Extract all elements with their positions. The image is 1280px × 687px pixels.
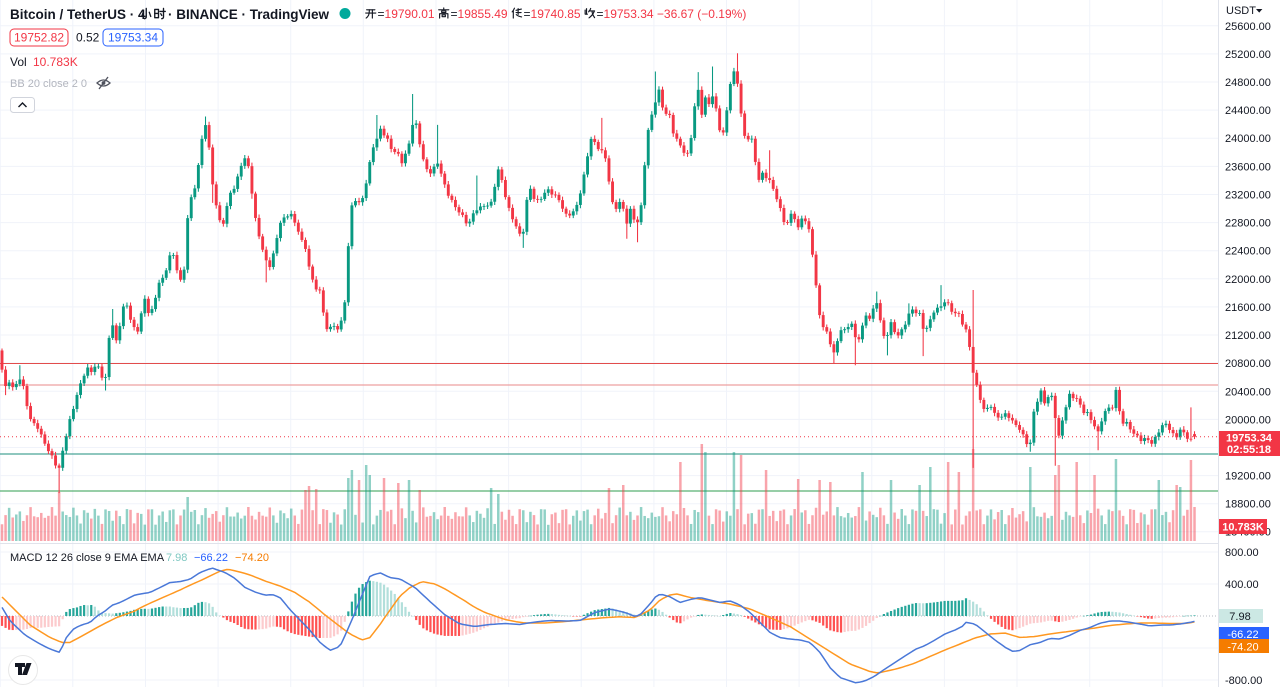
svg-text:BB 20 close 2 0: BB 20 close 2 0 [10,78,87,90]
svg-text:22400.00: 22400.00 [1225,246,1271,258]
svg-text:19200.00: 19200.00 [1225,471,1271,483]
svg-text:=19855.49: =19855.49 [451,7,508,21]
svg-text:-66.22: -66.22 [1227,629,1258,641]
svg-text:−66.22: −66.22 [194,552,228,564]
svg-text:20000.00: 20000.00 [1225,414,1271,426]
svg-text:10.783K: 10.783K [33,55,78,69]
svg-text:−74.20: −74.20 [235,552,269,564]
svg-text:=19740.85: =19740.85 [524,7,581,21]
svg-text:25600.00: 25600.00 [1225,21,1271,33]
svg-text:=19790.01: =19790.01 [378,7,435,21]
svg-text:Vol: Vol [10,55,27,69]
svg-text:02:55:18: 02:55:18 [1227,444,1271,456]
svg-text:22800.00: 22800.00 [1225,218,1271,230]
svg-text:Bitcoin / TetherUS · 4: Bitcoin / TetherUS · 4 [10,7,146,22]
svg-text:18800.00: 18800.00 [1225,499,1271,511]
svg-text:19752.82: 19752.82 [14,31,64,45]
svg-text:25200.00: 25200.00 [1225,49,1271,61]
svg-text:10.783K: 10.783K [1222,522,1264,534]
svg-text:21600.00: 21600.00 [1225,302,1271,314]
svg-text:USDT: USDT [1226,5,1256,17]
svg-text:400.00: 400.00 [1225,579,1259,591]
svg-text:22000.00: 22000.00 [1225,274,1271,286]
svg-text:· BINANCE · TradingView: · BINANCE · TradingView [168,7,330,22]
svg-text:19753.34: 19753.34 [108,31,158,45]
svg-text:24400.00: 24400.00 [1225,105,1271,117]
svg-text:24000.00: 24000.00 [1225,133,1271,145]
svg-text:=19753.34 −36.67 (−0.19%): =19753.34 −36.67 (−0.19%) [597,7,747,21]
svg-text:21200.00: 21200.00 [1225,330,1271,342]
svg-text:800.00: 800.00 [1225,547,1259,559]
svg-text:0.52: 0.52 [76,31,100,45]
svg-text:7.98: 7.98 [166,552,187,564]
svg-text:23200.00: 23200.00 [1225,190,1271,202]
svg-text:20800.00: 20800.00 [1225,358,1271,370]
svg-text:24800.00: 24800.00 [1225,77,1271,89]
svg-text:7.98: 7.98 [1229,611,1250,623]
svg-text:MACD 12 26 close 9 EMA EMA: MACD 12 26 close 9 EMA EMA [10,552,165,564]
svg-text:20400.00: 20400.00 [1225,386,1271,398]
svg-text:23600.00: 23600.00 [1225,161,1271,173]
svg-text:19753.34: 19753.34 [1226,433,1273,445]
svg-text:-74.20: -74.20 [1227,642,1258,654]
svg-text:-800.00: -800.00 [1225,675,1262,687]
